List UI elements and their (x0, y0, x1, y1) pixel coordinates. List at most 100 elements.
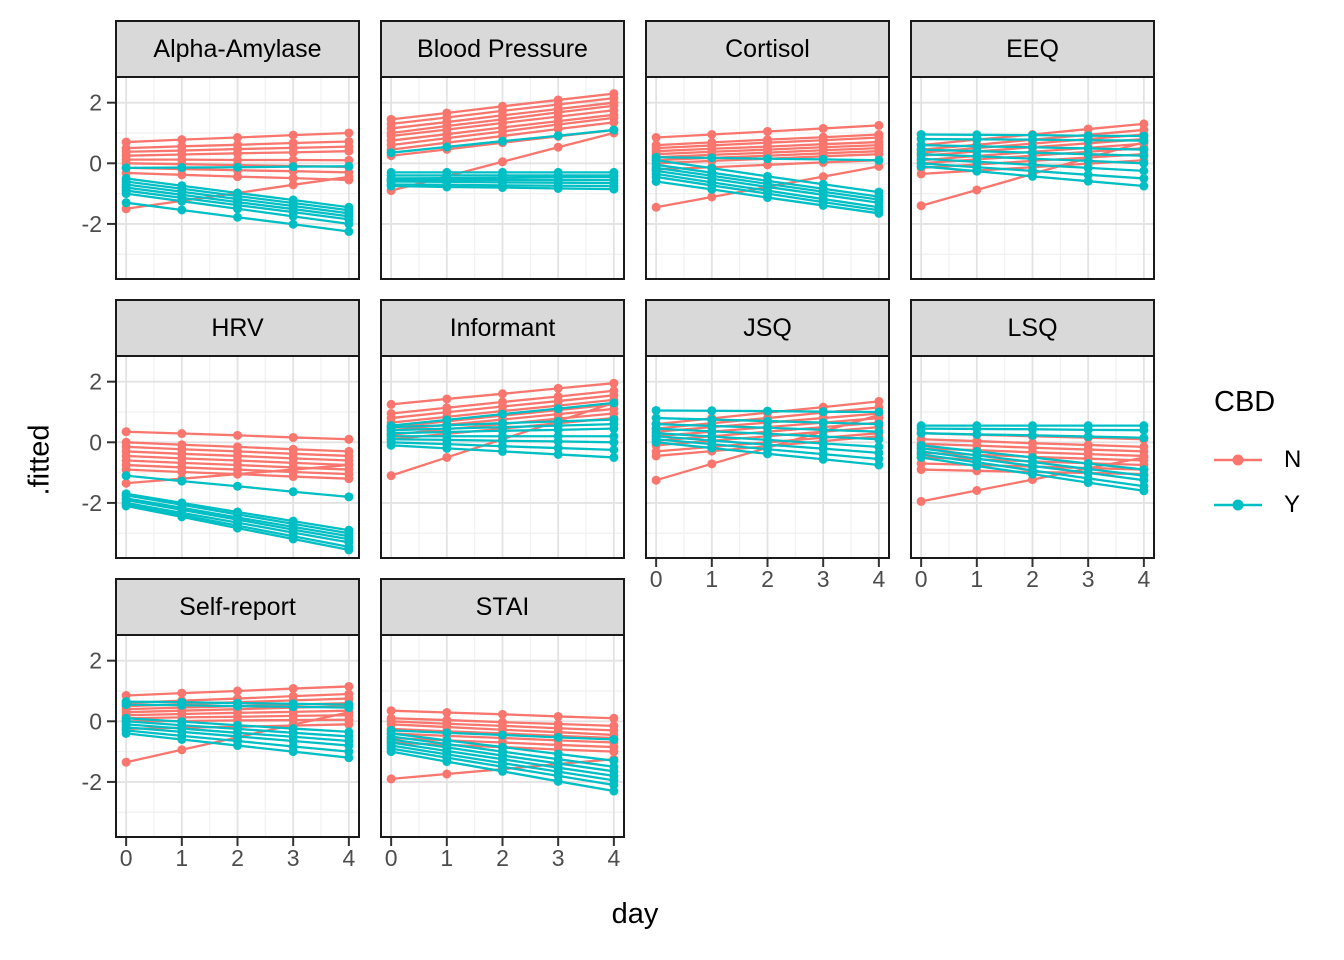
facet-strip: EEQ (910, 20, 1155, 78)
y-axis-title: .fitted (23, 424, 56, 496)
series-N (651, 120, 884, 143)
facet-plot (645, 76, 890, 280)
facet-title: Cortisol (725, 34, 810, 63)
facet-strip: JSQ (645, 299, 890, 357)
legend-item-label: Y (1284, 491, 1301, 518)
series-Y (916, 424, 1149, 435)
y-tick-label: 0 (89, 708, 102, 734)
facet-strip: LSQ (910, 299, 1155, 357)
series-Y (916, 161, 1149, 191)
x-tick-label: 3 (1082, 566, 1095, 592)
facet-plot: 0 1 2 3 4 (910, 355, 1155, 592)
series-Y (916, 452, 1149, 496)
x-tick-label: 2 (496, 845, 509, 871)
series-Y (651, 176, 884, 218)
series-Y (121, 198, 354, 237)
facet-panel-eeq: EEQ (910, 20, 1155, 282)
facet-title: LSQ (1007, 313, 1058, 342)
series-N (121, 427, 354, 444)
legend-item-label: N (1284, 446, 1302, 473)
y-tick-label: 0 (89, 429, 102, 455)
facet-title: EEQ (1006, 34, 1059, 63)
facet-plot: -2 0 2 0 1 2 3 4 (82, 634, 360, 871)
x-axis: 0 1 2 3 4 (120, 838, 355, 871)
series-Y (121, 189, 354, 229)
facet-title: Blood Pressure (417, 34, 588, 63)
series-Y (121, 728, 354, 763)
facet-panel-stai: STAI 0 1 2 3 4 (380, 578, 625, 871)
facet-plot: -2 0 2 (82, 76, 360, 280)
y-axis: -2 0 2 (82, 90, 115, 237)
x-tick-label: 4 (607, 845, 620, 871)
facet-title: Alpha-Amylase (153, 34, 322, 63)
x-axis: 0 1 2 3 4 (915, 559, 1150, 592)
series-Y (121, 501, 354, 555)
legend-key-icon (1214, 499, 1262, 511)
facet-plot: 0 1 2 3 4 (645, 355, 890, 592)
x-tick-label: 1 (705, 566, 718, 592)
series-Y (386, 440, 619, 462)
x-tick-label: 4 (872, 566, 885, 592)
legend-key-icon (1214, 454, 1262, 466)
facet-panel-hrv: HRV -2 0 2 (82, 299, 360, 561)
series-Y (651, 437, 884, 470)
y-tick-label: 2 (89, 369, 102, 395)
x-tick-label: 0 (650, 566, 663, 592)
series-N (121, 146, 354, 161)
facet-title: HRV (211, 313, 264, 342)
facet-plot (380, 76, 625, 280)
series-Y (916, 428, 1149, 443)
y-tick-label: 0 (89, 150, 102, 176)
series-Y (121, 700, 354, 713)
series-N (121, 446, 354, 465)
facet-strip: Alpha-Amylase (115, 20, 360, 78)
y-tick-label: -2 (82, 211, 102, 237)
series-Y (651, 405, 884, 417)
y-axis: -2 0 2 (82, 648, 115, 795)
x-axis: 0 1 2 3 4 (650, 559, 885, 592)
series-N (121, 128, 354, 147)
facet-panel-jsq: JSQ 0 1 2 3 4 (645, 299, 890, 592)
series-Y (916, 134, 1149, 146)
x-tick-label: 2 (1026, 566, 1039, 592)
y-tick-label: 2 (89, 648, 102, 674)
facet-panel-cortisol: Cortisol (645, 20, 890, 282)
x-tick-label: 0 (915, 566, 928, 592)
y-tick-label: -2 (82, 490, 102, 516)
facet-strip: STAI (380, 578, 625, 636)
facet-panel-lsq: LSQ 0 1 2 3 4 (910, 299, 1155, 592)
x-tick-label: 0 (385, 845, 398, 871)
y-tick-label: -2 (82, 769, 102, 795)
facet-plot: 0 1 2 3 4 (380, 634, 625, 871)
facet-panel-self-report: Self-report -2 0 2 0 1 2 3 4 (82, 578, 360, 871)
series-N (386, 378, 619, 409)
series-N (121, 168, 354, 185)
x-tick-label: 4 (1137, 566, 1150, 592)
facet-title: JSQ (743, 313, 792, 342)
facet-plot (380, 355, 625, 559)
legend-item-n: N (1214, 446, 1302, 473)
series-Y (386, 125, 619, 158)
series-Y (386, 181, 619, 194)
y-tick-label: 2 (89, 90, 102, 116)
facet-strip: Cortisol (645, 20, 890, 78)
facet-plot: -2 0 2 (82, 355, 360, 559)
facet-strip: Blood Pressure (380, 20, 625, 78)
legend-item-y: Y (1214, 491, 1301, 518)
series-Y (651, 413, 884, 429)
series-N (121, 681, 354, 701)
x-tick-label: 1 (440, 845, 453, 871)
x-tick-label: 2 (231, 845, 244, 871)
facet-strip: Self-report (115, 578, 360, 636)
x-axis-title: day (611, 898, 659, 930)
x-tick-label: 3 (287, 845, 300, 871)
x-tick-label: 2 (761, 566, 774, 592)
facet-title: Self-report (179, 592, 296, 621)
y-axis: -2 0 2 (82, 369, 115, 516)
series-N (386, 706, 619, 723)
facet-strip: HRV (115, 299, 360, 357)
x-axis: 0 1 2 3 4 (385, 838, 620, 871)
legend-title: CBD (1214, 386, 1276, 418)
